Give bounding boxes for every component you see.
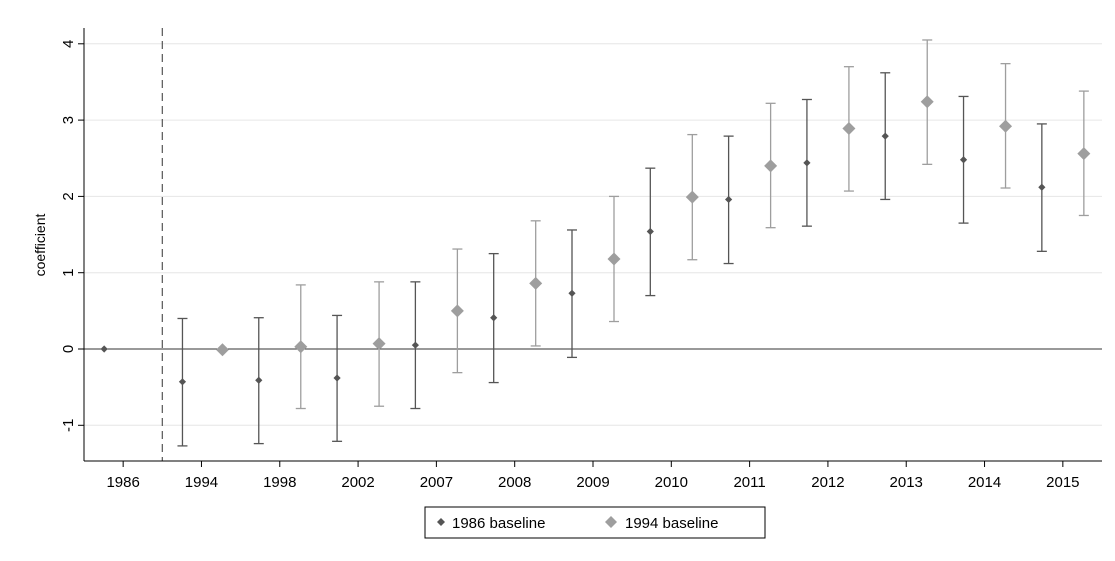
x-tick-label: 2002 [341,474,374,491]
legend-label-1994: 1994 baseline [625,515,718,532]
y-axis-title: coefficient [32,213,48,276]
point-1994 [450,304,464,318]
axes: -1 0 1 2 3 4 1986 1994 1998 2002 2007 2008 2009 2010 2… [60,28,1102,491]
point-1986 [959,156,968,164]
confidence-intervals [177,39,1089,447]
point-1986 [333,374,341,382]
point-1986 [803,159,811,167]
y-tick-label: 3 [60,116,77,124]
x-tick-label: 2013 [890,474,923,491]
x-tick-label: 2009 [576,474,609,491]
point-1986 [255,376,263,384]
legend-label-1986: 1986 baseline [452,515,545,532]
point-1986 [725,195,733,204]
x-tick-label: 2012 [811,474,844,491]
reference-lines [84,28,1102,461]
point-1986 [411,341,419,349]
x-tick-label: 2010 [655,474,688,491]
x-tick-label: 2008 [498,474,531,491]
x-tick-label: 1994 [185,474,218,491]
gridlines [84,43,1102,426]
point-1986 [568,289,576,297]
legend-box [424,506,766,539]
point-1994 [294,340,308,354]
point-1986 [178,378,187,386]
point-1986 [100,345,108,353]
legend-marker-1994 [605,516,617,528]
point-1994 [215,343,229,357]
point-1994 [372,337,386,351]
point-1994 [529,276,543,290]
legend: 1986 baseline 1994 baseline [424,506,766,539]
point-1994 [1077,147,1091,161]
x-tick-label: 2011 [733,474,765,491]
legend-marker-1986 [437,518,445,526]
y-tick-label: 1 [60,269,77,277]
data-points [100,95,1091,386]
point-1986 [646,227,654,236]
x-tick-label: 2007 [420,474,453,491]
y-tick-label: -1 [60,419,77,432]
point-1994 [999,119,1013,133]
point-1994 [607,252,621,266]
y-tick-label: 0 [60,345,77,353]
point-1994 [764,159,778,173]
point-1986 [881,132,889,140]
x-tick-label: 1986 [106,474,139,491]
x-tick-label: 2015 [1046,474,1079,491]
y-tick-label: 2 [60,192,77,200]
point-1994 [842,121,856,135]
x-tick-label: 1998 [263,474,296,491]
point-1986 [1038,183,1046,191]
y-tick-label: 4 [60,40,77,48]
point-1994 [920,95,934,109]
point-1994 [685,190,699,204]
point-1986 [490,314,498,322]
x-tick-label: 2014 [968,474,1001,491]
